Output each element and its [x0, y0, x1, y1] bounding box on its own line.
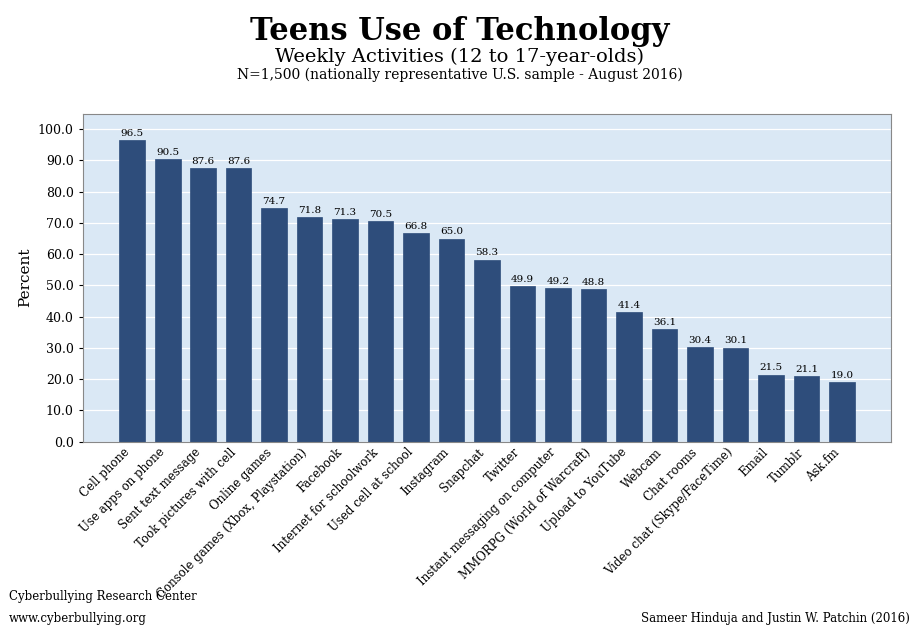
Text: 71.3: 71.3	[334, 208, 357, 216]
Bar	[722, 348, 748, 442]
Text: 87.6: 87.6	[227, 156, 250, 166]
Bar	[155, 159, 180, 442]
Text: Teens Use of Technology: Teens Use of Technology	[250, 16, 669, 47]
Bar	[297, 217, 323, 442]
Text: 36.1: 36.1	[652, 317, 676, 327]
Text: 41.4: 41.4	[618, 301, 641, 310]
Bar	[368, 221, 393, 442]
Text: 49.2: 49.2	[547, 277, 570, 286]
Bar	[226, 168, 252, 442]
Text: 74.7: 74.7	[263, 197, 286, 206]
Text: 30.1: 30.1	[724, 336, 747, 345]
Text: 19.0: 19.0	[831, 371, 854, 380]
Text: 65.0: 65.0	[440, 227, 463, 237]
Text: 30.4: 30.4	[688, 336, 711, 345]
Bar	[438, 239, 464, 442]
Bar	[687, 346, 713, 442]
Text: 70.5: 70.5	[369, 210, 392, 219]
Bar	[403, 233, 429, 442]
Bar	[794, 376, 819, 442]
Bar	[829, 382, 855, 442]
Bar	[581, 289, 607, 442]
Bar	[617, 312, 641, 442]
Text: 21.1: 21.1	[795, 365, 818, 374]
Text: 96.5: 96.5	[120, 129, 143, 138]
Bar	[190, 168, 216, 442]
Bar	[652, 329, 677, 442]
Text: 48.8: 48.8	[582, 278, 605, 287]
Bar	[758, 375, 784, 442]
Text: 90.5: 90.5	[156, 148, 179, 156]
Text: www.cyberbullying.org: www.cyberbullying.org	[9, 611, 147, 625]
Bar	[261, 208, 287, 442]
Text: Sameer Hinduja and Justin W. Patchin (2016): Sameer Hinduja and Justin W. Patchin (20…	[641, 611, 910, 625]
Text: 66.8: 66.8	[404, 221, 427, 231]
Text: 58.3: 58.3	[475, 249, 499, 257]
Text: 21.5: 21.5	[759, 363, 782, 372]
Text: 87.6: 87.6	[192, 156, 215, 166]
Bar	[545, 288, 571, 442]
Text: 71.8: 71.8	[298, 206, 322, 215]
Text: 49.9: 49.9	[511, 274, 534, 283]
Text: N=1,500 (nationally representative U.S. sample - August 2016): N=1,500 (nationally representative U.S. …	[236, 68, 683, 82]
Bar	[333, 219, 357, 442]
Y-axis label: Percent: Percent	[18, 248, 32, 307]
Bar	[119, 140, 145, 442]
Text: Cyberbullying Research Center: Cyberbullying Research Center	[9, 589, 197, 603]
Bar	[474, 259, 500, 442]
Bar	[510, 286, 536, 442]
Text: Weekly Activities (12 to 17-year-olds): Weekly Activities (12 to 17-year-olds)	[275, 47, 644, 66]
